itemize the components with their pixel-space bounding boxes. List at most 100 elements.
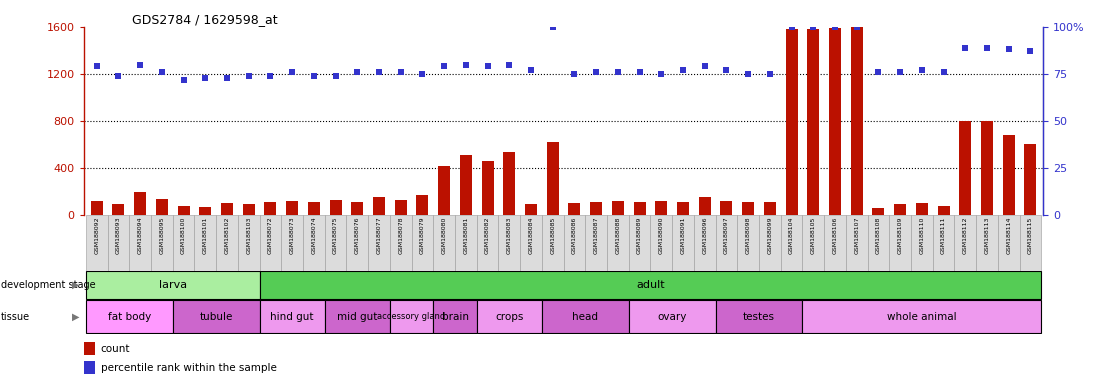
Text: GSM188092: GSM188092	[94, 217, 99, 254]
Bar	[1024, 144, 1037, 215]
Bar	[998, 215, 1020, 271]
Bar	[412, 215, 433, 271]
Bar	[260, 271, 1041, 299]
Text: GSM188100: GSM188100	[181, 217, 186, 254]
Text: GSM188112: GSM188112	[963, 217, 968, 254]
Bar	[308, 202, 320, 215]
Bar	[547, 142, 559, 215]
Bar	[129, 215, 151, 271]
Text: GSM188093: GSM188093	[116, 217, 121, 254]
Text: GSM188088: GSM188088	[615, 217, 620, 254]
Bar	[84, 361, 95, 374]
Bar	[889, 215, 911, 271]
Text: GSM188114: GSM188114	[1007, 217, 1011, 254]
Bar	[325, 300, 389, 333]
Bar	[286, 201, 298, 215]
Text: testes: testes	[743, 312, 775, 322]
Bar	[807, 29, 819, 215]
Bar	[217, 215, 238, 271]
Bar	[173, 300, 260, 333]
Bar	[503, 152, 516, 215]
Text: GSM188108: GSM188108	[876, 217, 881, 254]
Bar	[590, 202, 603, 215]
Text: GSM188099: GSM188099	[768, 217, 772, 254]
Bar	[173, 215, 194, 271]
Bar	[520, 215, 542, 271]
Bar	[981, 121, 993, 215]
Bar	[86, 215, 107, 271]
Bar	[960, 121, 971, 215]
Bar	[564, 215, 585, 271]
Text: GSM188074: GSM188074	[311, 217, 316, 254]
Bar	[976, 215, 998, 271]
Bar	[954, 215, 976, 271]
Bar	[264, 202, 277, 215]
Bar	[389, 300, 433, 333]
Text: GSM188115: GSM188115	[1028, 217, 1033, 254]
Bar	[628, 300, 715, 333]
Text: GSM188089: GSM188089	[637, 217, 642, 254]
Bar	[694, 215, 715, 271]
Text: GSM188080: GSM188080	[442, 217, 446, 254]
Bar	[260, 300, 325, 333]
Bar	[281, 215, 304, 271]
Bar	[763, 202, 776, 215]
Bar	[86, 300, 173, 333]
Text: crops: crops	[496, 312, 523, 322]
Text: GSM188094: GSM188094	[137, 217, 143, 254]
Bar	[715, 300, 802, 333]
Text: GSM188102: GSM188102	[224, 217, 230, 254]
Text: hind gut: hind gut	[270, 312, 314, 322]
Text: GSM188103: GSM188103	[247, 217, 251, 254]
Bar	[651, 215, 672, 271]
Bar	[1003, 135, 1014, 215]
Text: GSM188097: GSM188097	[724, 217, 729, 254]
Bar	[742, 202, 754, 215]
Text: whole animal: whole animal	[887, 312, 956, 322]
Text: GSM188090: GSM188090	[658, 217, 664, 254]
Bar	[325, 215, 346, 271]
Text: GSM188104: GSM188104	[789, 217, 795, 254]
Text: GSM188072: GSM188072	[268, 217, 273, 254]
Bar	[738, 215, 759, 271]
Text: GSM188105: GSM188105	[811, 217, 816, 254]
Text: GSM188086: GSM188086	[571, 217, 577, 254]
Text: GSM188110: GSM188110	[920, 217, 924, 254]
Bar	[134, 192, 146, 215]
Bar	[933, 215, 954, 271]
Bar	[304, 215, 325, 271]
Text: head: head	[573, 312, 598, 322]
Bar	[542, 215, 564, 271]
Bar	[1020, 215, 1041, 271]
Text: tubule: tubule	[200, 312, 233, 322]
Text: accessory gland: accessory gland	[377, 312, 445, 321]
Text: GSM188111: GSM188111	[941, 217, 946, 254]
Bar	[346, 215, 368, 271]
Bar	[395, 200, 406, 215]
Bar	[802, 215, 824, 271]
Bar	[460, 155, 472, 215]
Bar	[628, 215, 651, 271]
Bar	[389, 215, 412, 271]
Text: GSM188076: GSM188076	[355, 217, 359, 254]
Text: ovary: ovary	[657, 312, 686, 322]
Text: GSM188077: GSM188077	[376, 217, 382, 254]
Text: GSM188096: GSM188096	[702, 217, 708, 254]
Text: GSM188107: GSM188107	[854, 217, 859, 254]
Bar	[759, 215, 781, 271]
Text: GSM188085: GSM188085	[550, 217, 556, 254]
Text: larva: larva	[158, 280, 186, 290]
Text: adult: adult	[636, 280, 665, 290]
Bar	[607, 215, 628, 271]
Bar	[655, 201, 667, 215]
Bar	[937, 206, 950, 215]
Bar	[867, 215, 889, 271]
Text: GSM188082: GSM188082	[485, 217, 490, 254]
Bar	[542, 300, 628, 333]
Text: GSM188113: GSM188113	[984, 217, 990, 254]
Bar	[525, 204, 537, 215]
Bar	[84, 342, 95, 355]
Text: GSM188075: GSM188075	[333, 217, 338, 254]
Bar	[86, 271, 260, 299]
Text: GSM188081: GSM188081	[463, 217, 469, 254]
